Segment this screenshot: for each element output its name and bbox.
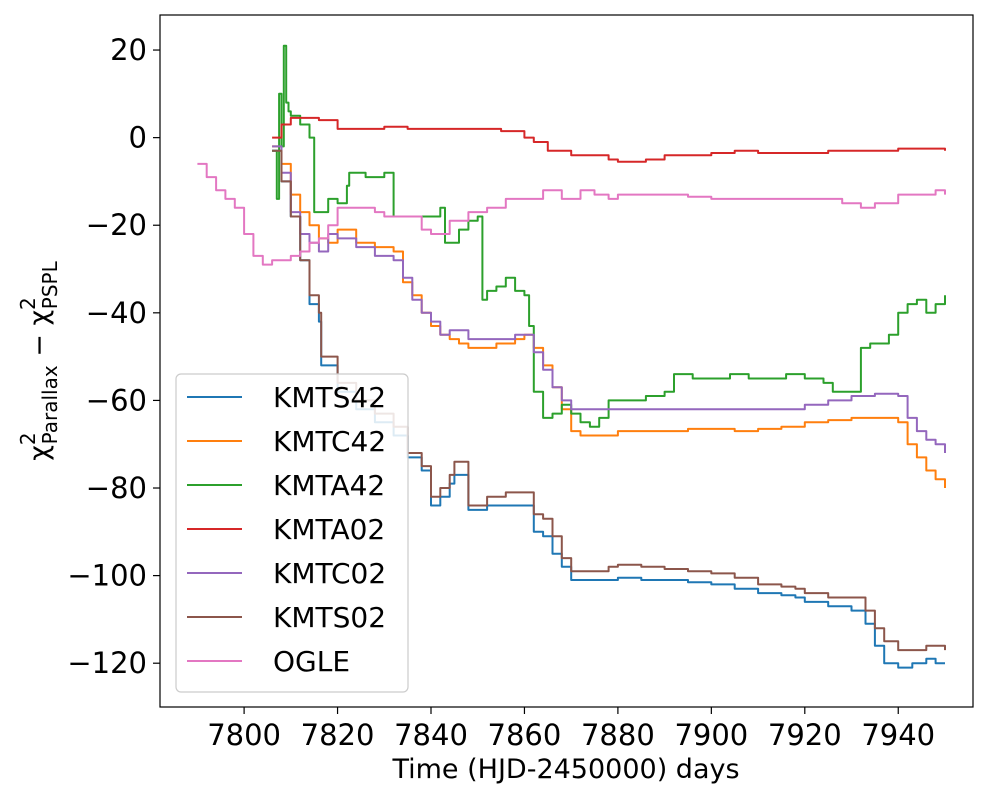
legend-label-kmtc42: KMTC42 [273, 425, 386, 458]
x-tick-label: 7940 [861, 718, 935, 752]
tick-layer: 7800 7820 7840 7860 7880 7900 7920 7940 20 0 −20 −4… [67, 33, 935, 752]
y-tick-label: −100 [67, 559, 147, 593]
y-tick-label: −80 [86, 471, 147, 505]
series-line-kmta02 [272, 116, 946, 163]
y-tick-label: −20 [86, 208, 147, 242]
x-tick-label: 7900 [674, 718, 748, 752]
y-axis-label-chi-1: χ [24, 445, 55, 461]
x-axis-label: Time (HJD-2450000) days [391, 754, 739, 785]
y-axis-label-sub-2: PSPL [38, 260, 62, 309]
series-line-ogle [197, 162, 946, 266]
y-tick-label: −120 [67, 646, 147, 680]
y-tick-label: 20 [110, 33, 147, 67]
x-tick-label: 7820 [301, 718, 375, 752]
legend-label-ogle: OGLE [273, 645, 350, 678]
y-axis-label-chi-2: − χ [24, 310, 55, 365]
y-tick-label: −40 [86, 296, 147, 330]
x-tick-label: 7840 [394, 718, 468, 752]
legend: KMTS42 KMTC42 KMTA42 KMTA02 KMTC02 KMTS02 OGLE [175, 373, 409, 693]
plot-frame [159, 14, 974, 708]
legend-label-kmts42: KMTS42 [273, 381, 386, 414]
x-tick-label: 7800 [207, 718, 281, 752]
legend-label-kmta42: KMTA42 [273, 469, 385, 502]
y-axis-label-sup-2: 2 [16, 297, 40, 310]
y-axis-label: χ2Parallax − χ2PSPL [16, 260, 62, 460]
x-tick-label: 7880 [581, 718, 655, 752]
legend-label-kmta02: KMTA02 [273, 513, 385, 546]
x-tick-label: 7860 [488, 718, 562, 752]
legend-label-kmtc02: KMTC02 [273, 557, 386, 590]
series-line-kmtc02 [272, 145, 946, 453]
y-axis-label-sup-1: 2 [16, 432, 40, 445]
x-tick-label: 7920 [768, 718, 842, 752]
y-tick-label: 0 [129, 121, 147, 155]
y-axis-label-sub-1: Parallax [38, 365, 62, 444]
series-line-kmta42 [272, 44, 946, 428]
legend-label-kmts02: KMTS02 [273, 601, 386, 634]
y-tick-label: −60 [86, 383, 147, 417]
legend-box [175, 373, 409, 693]
